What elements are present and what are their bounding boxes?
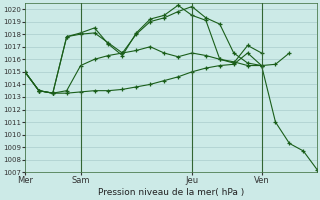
X-axis label: Pression niveau de la mer( hPa ): Pression niveau de la mer( hPa ) (98, 188, 244, 197)
